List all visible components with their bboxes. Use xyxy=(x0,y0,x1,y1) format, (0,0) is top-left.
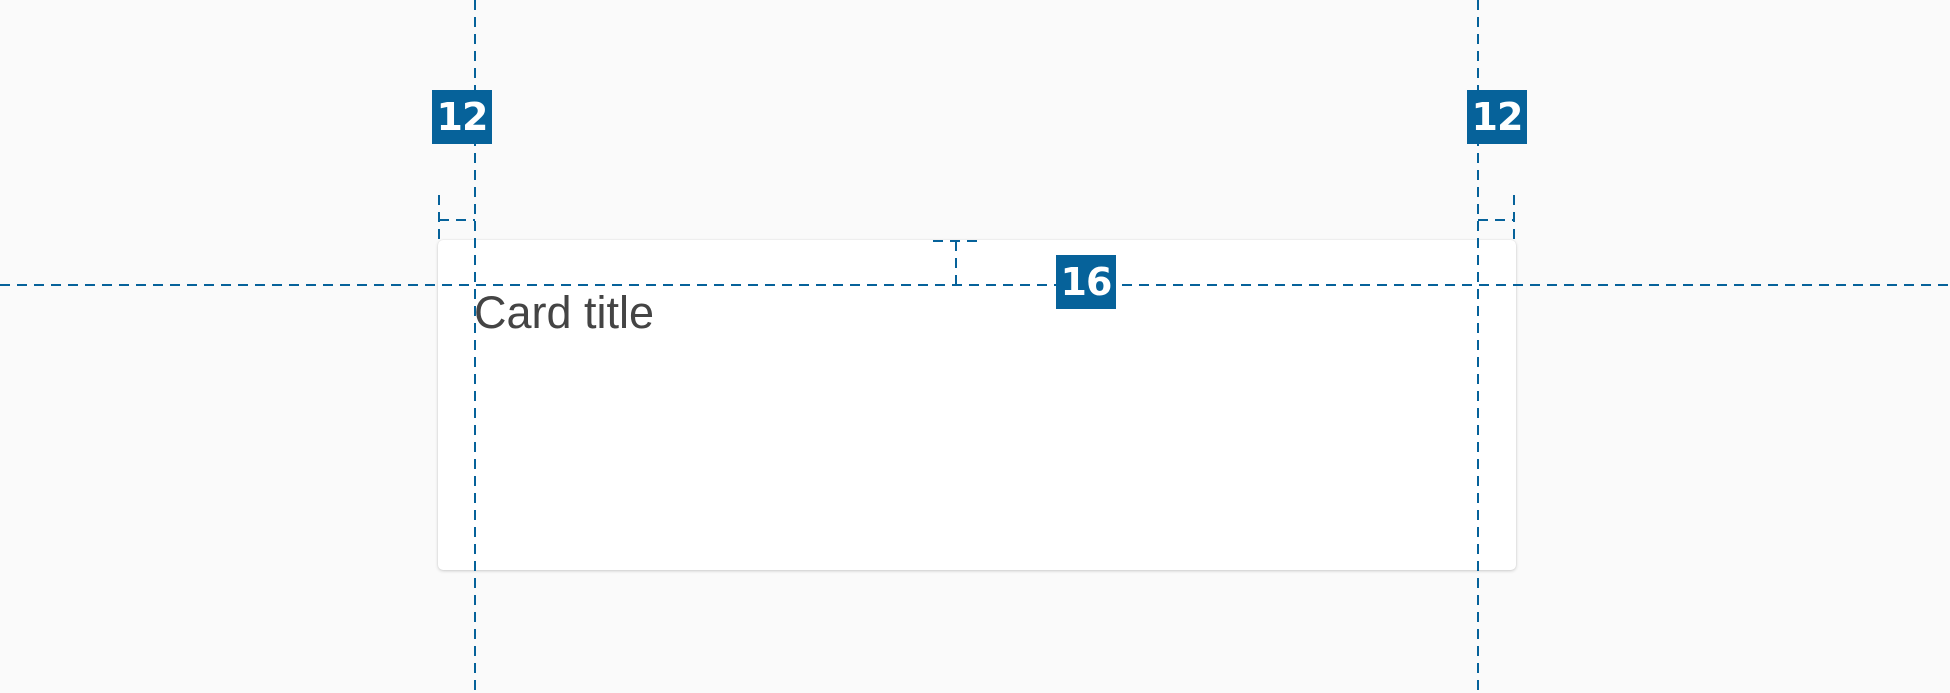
left-padding-badge: 12 xyxy=(432,90,492,144)
card: Card title xyxy=(438,240,1516,570)
top-padding-badge: 16 xyxy=(1056,255,1116,309)
card-title: Card title xyxy=(474,287,655,338)
right-padding-badge: 12 xyxy=(1467,90,1527,144)
